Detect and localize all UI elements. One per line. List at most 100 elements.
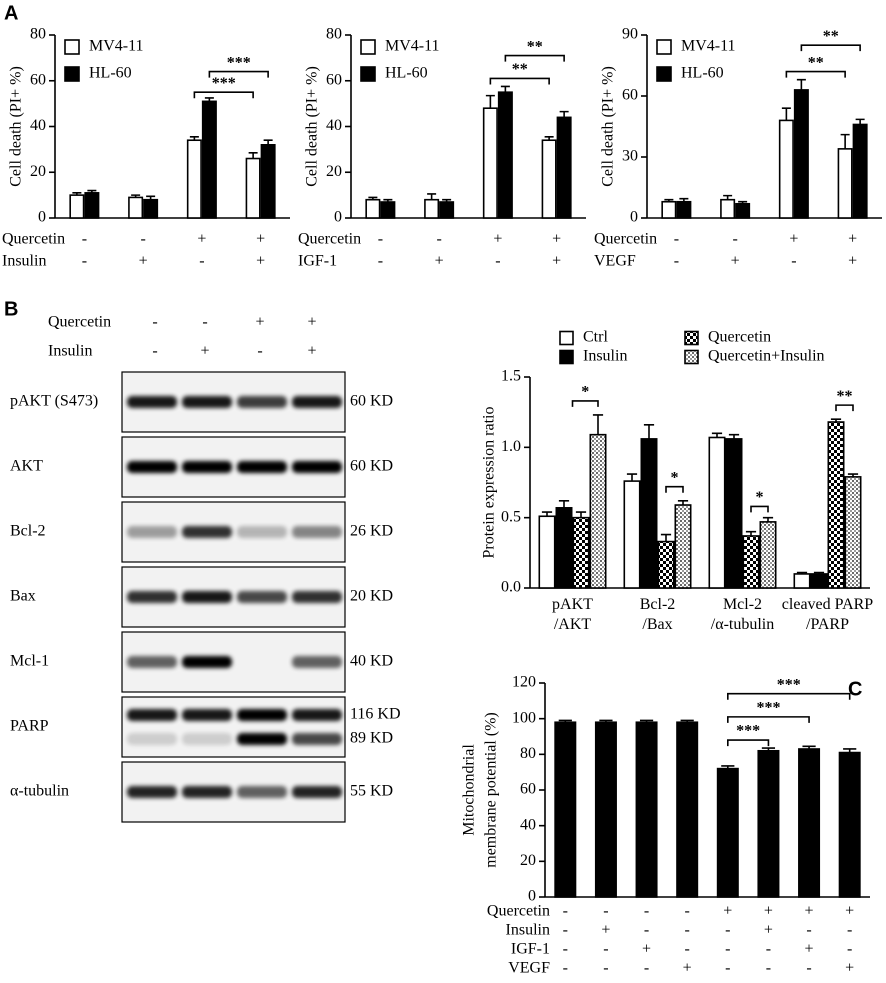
- condition-label: Quercetin: [2, 231, 65, 248]
- condition-sign: -: [436, 231, 441, 248]
- legend-label: Ctrl: [583, 329, 608, 346]
- legend-label: MV4-11: [681, 38, 736, 55]
- legend-label: MV4-11: [385, 38, 440, 55]
- bar: [716, 767, 739, 898]
- legend-swatch: [559, 330, 574, 346]
- y-tick-label: 20: [520, 852, 536, 869]
- condition-sign: +: [197, 231, 206, 248]
- condition-sign: +: [764, 903, 773, 920]
- bar: [439, 201, 455, 219]
- treatment-sign: -: [202, 314, 207, 331]
- bar: [245, 157, 261, 219]
- treatment-sign: +: [200, 343, 209, 360]
- bar: [676, 721, 699, 898]
- significance-label: **: [527, 38, 543, 55]
- protein-label: pAKT (S473): [10, 393, 98, 410]
- condition-sign: -: [674, 253, 679, 270]
- molecular-weight: 60 KD: [350, 458, 393, 475]
- significance-bracket: [727, 739, 770, 747]
- blot-band: [182, 526, 232, 538]
- condition-sign: -: [791, 253, 796, 270]
- bar: [708, 436, 726, 589]
- significance-label: ***: [777, 676, 801, 693]
- condition-sign: -: [766, 941, 771, 958]
- bar: [725, 438, 743, 589]
- significance-bracket: [835, 404, 854, 412]
- significance-bracket: [489, 77, 550, 85]
- y-tick-label: 0.0: [501, 579, 521, 596]
- panel-label: B: [4, 298, 18, 320]
- error-bar: [575, 511, 587, 518]
- condition-sign: -: [378, 253, 383, 270]
- molecular-weight: 26 KD: [350, 523, 393, 540]
- bar: [589, 433, 607, 589]
- condition-sign: +: [805, 941, 814, 958]
- bar: [661, 200, 677, 219]
- condition-sign: +: [845, 960, 854, 977]
- condition-sign: -: [644, 903, 649, 920]
- blot-band: [127, 709, 177, 721]
- bar: [793, 573, 811, 589]
- molecular-weight: 116 KD: [350, 706, 401, 723]
- bar: [838, 751, 861, 898]
- condition-sign: -: [725, 922, 730, 939]
- condition-label: VEGF: [508, 960, 550, 977]
- condition-sign: +: [435, 253, 444, 270]
- bar: [128, 196, 144, 219]
- blot-band: [127, 396, 177, 408]
- legend-swatch: [656, 66, 672, 82]
- y-tick-label: 100: [512, 709, 536, 726]
- bar: [424, 198, 440, 219]
- blot-band: [182, 733, 232, 745]
- legend-label: HL-60: [89, 65, 132, 82]
- bar: [572, 516, 590, 589]
- error-bar: [248, 152, 258, 159]
- protein-label: Bcl-2: [10, 523, 46, 540]
- significance-label: **: [512, 61, 528, 78]
- bar: [759, 521, 777, 589]
- error-bar: [626, 473, 638, 482]
- y-tick-label: 90: [622, 26, 638, 43]
- condition-sign: -: [644, 922, 649, 939]
- y-tick-label: 0: [334, 209, 342, 226]
- error-bar: [592, 414, 604, 435]
- blot-band: [237, 591, 287, 603]
- condition-sign: -: [806, 960, 811, 977]
- y-tick-label: 1.5: [501, 368, 521, 385]
- condition-sign: +: [493, 231, 502, 248]
- significance-label: **: [837, 388, 853, 405]
- error-bar: [796, 78, 806, 90]
- y-tick-label: 80: [326, 26, 342, 43]
- protein-label: α-tubulin: [10, 783, 69, 800]
- error-bar: [643, 424, 655, 439]
- legend-swatch: [64, 66, 80, 82]
- molecular-weight: 89 KD: [350, 730, 393, 747]
- protein-label: Bax: [10, 588, 36, 605]
- significance-bracket: [208, 70, 269, 78]
- significance-label: ***: [227, 54, 251, 71]
- condition-sign: -: [603, 941, 608, 958]
- condition-sign: +: [789, 231, 798, 248]
- bar: [497, 91, 513, 219]
- error-bar: [558, 499, 570, 508]
- blot-band: [182, 461, 232, 473]
- error-bar: [781, 107, 791, 121]
- bar: [798, 748, 821, 898]
- condition-sign: +: [552, 231, 561, 248]
- x-tick-label: cleaved PARP/PARP: [782, 596, 874, 633]
- protein-label: PARP: [10, 718, 49, 735]
- blot-frame: [121, 696, 346, 758]
- blot-band: [182, 709, 232, 721]
- error-bar: [660, 533, 672, 542]
- bar: [623, 480, 641, 589]
- blot-band: [127, 733, 177, 745]
- protein-label: AKT: [10, 458, 43, 475]
- treatment-sign: -: [152, 314, 157, 331]
- y-axis-label: Cell death (PI+ %): [600, 66, 617, 187]
- condition-sign: +: [848, 253, 857, 270]
- condition-sign: -: [685, 903, 690, 920]
- condition-sign: -: [82, 231, 87, 248]
- bar: [720, 198, 736, 219]
- condition-label: Insulin: [506, 922, 550, 939]
- molecular-weight: 55 KD: [350, 783, 393, 800]
